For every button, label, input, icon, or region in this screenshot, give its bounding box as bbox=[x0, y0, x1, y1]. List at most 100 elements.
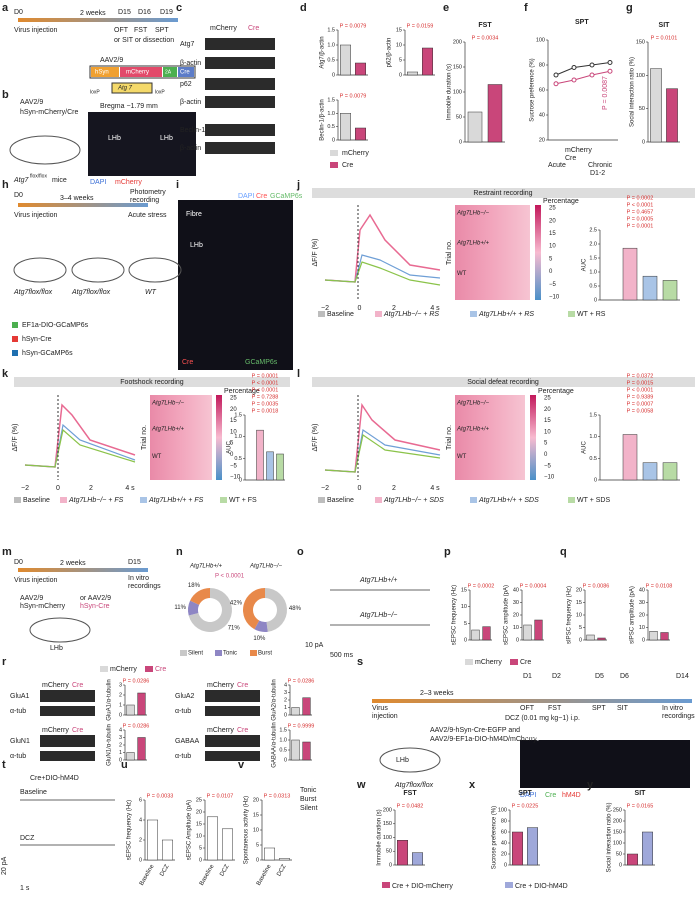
y-tick-label: 150 bbox=[613, 829, 622, 835]
label: D0 bbox=[14, 9, 23, 16]
bar bbox=[147, 819, 158, 861]
y-tick-label: 0 bbox=[504, 862, 507, 868]
y-axis-label: Atg7/β-actin bbox=[320, 36, 326, 68]
p-value: P = 0.0033 bbox=[147, 793, 174, 799]
label: −5 bbox=[549, 282, 557, 288]
label: Restraint recording bbox=[473, 190, 532, 197]
label: ΔF/F (%) bbox=[12, 423, 19, 451]
value-label: 18% bbox=[188, 583, 201, 589]
y-tick-label: 1.5 bbox=[327, 97, 335, 103]
label: D14 bbox=[676, 673, 689, 680]
label: D1-2 bbox=[590, 170, 605, 177]
y-tick-label: 10 bbox=[513, 625, 519, 631]
y-tick-label: 0 bbox=[642, 637, 645, 643]
label: OFT bbox=[114, 27, 129, 34]
y-tick-label: 80 bbox=[539, 62, 545, 68]
label: Bregma −1.67 mm bbox=[182, 193, 240, 200]
label: D0 bbox=[14, 559, 23, 566]
y-tick-label: 50 bbox=[639, 106, 645, 112]
label: 10 bbox=[549, 244, 556, 250]
y-tick-label: 1 bbox=[119, 702, 122, 708]
y-tick-label: 5 bbox=[579, 625, 582, 631]
label: Atg7LHb+/+ bbox=[189, 564, 223, 570]
label: Baseline bbox=[20, 789, 47, 796]
panel-letter: c bbox=[176, 2, 182, 14]
label: Cre bbox=[520, 659, 531, 666]
label: hSyn-Cre bbox=[22, 336, 52, 343]
y-tick-label: 0 bbox=[459, 139, 462, 145]
y-tick-label: 15 bbox=[253, 812, 259, 818]
label: mCherry bbox=[126, 70, 149, 76]
label: Atg7flox/flox bbox=[71, 289, 111, 296]
label: 2 bbox=[392, 305, 396, 312]
label: Bregma −1.55 mm bbox=[525, 734, 583, 741]
label: 0 bbox=[230, 452, 234, 458]
label: hSyn-mCherry bbox=[20, 603, 66, 610]
y-tick-label: 0 bbox=[389, 862, 392, 868]
panel-letter: o bbox=[297, 546, 304, 558]
label: Cre bbox=[72, 727, 83, 734]
label: 1 s bbox=[20, 885, 30, 892]
bar bbox=[137, 692, 146, 716]
label: Cre + DIO-hM4D bbox=[515, 883, 568, 890]
p-value: P = 0.4657 bbox=[627, 209, 654, 215]
panel-letter: p bbox=[444, 546, 451, 558]
y-tick-label: 5 bbox=[256, 842, 259, 848]
label: 20 bbox=[549, 218, 556, 224]
bar bbox=[302, 741, 311, 761]
label: Bregma −1.79 mm bbox=[100, 103, 158, 110]
label: mCherry bbox=[115, 179, 142, 186]
y-tick-label: 3 bbox=[284, 690, 287, 696]
bar bbox=[422, 47, 433, 76]
label: α-tub bbox=[10, 708, 26, 715]
decor bbox=[9, 18, 695, 888]
label: Silent bbox=[300, 805, 318, 812]
label: 0 bbox=[358, 305, 362, 312]
panel-letter: d bbox=[300, 2, 307, 14]
value-label: 11% bbox=[174, 605, 186, 611]
y-tick-label: 1.0 bbox=[327, 111, 335, 117]
bar bbox=[412, 852, 423, 866]
y-tick-label: 5 bbox=[399, 57, 402, 63]
label: ΔF/F (%) bbox=[312, 423, 319, 451]
y-tick-label: 1.5 bbox=[589, 412, 597, 418]
bar bbox=[266, 451, 274, 481]
bar bbox=[471, 629, 480, 641]
label: D0 bbox=[14, 192, 23, 199]
bar bbox=[207, 816, 218, 861]
legend-label: Tonic bbox=[223, 651, 237, 657]
label: AAV2/9 bbox=[20, 99, 43, 106]
p-value: P = 0.0286 bbox=[288, 678, 315, 684]
p-value: P = 0.0313 bbox=[264, 793, 291, 799]
label: Fibre bbox=[186, 211, 202, 218]
label: or AAV2/9 bbox=[80, 595, 111, 602]
label: 5 bbox=[544, 441, 548, 447]
y-axis-label: AUC bbox=[227, 441, 233, 454]
p-value: P = 0.0002 bbox=[627, 195, 654, 201]
label: 15 bbox=[549, 231, 556, 237]
bar bbox=[137, 737, 146, 761]
y-tick-label: 200 bbox=[613, 818, 622, 824]
label: LHb bbox=[50, 645, 63, 652]
bar bbox=[256, 429, 264, 481]
label: α-tub bbox=[175, 708, 191, 715]
bar bbox=[622, 247, 638, 301]
y-tick-label: 10 bbox=[253, 827, 259, 833]
label: OFT bbox=[520, 705, 535, 712]
pie-slice bbox=[265, 588, 288, 632]
x-tick-label: DCZ bbox=[159, 864, 171, 878]
label: Atg7LHb−/− + SDS bbox=[383, 497, 444, 504]
label: AAV2/9-EF1a-DIO-hM4D/mCherry bbox=[430, 736, 537, 743]
label: Atg7flox/flox bbox=[13, 289, 53, 296]
y-tick-label: 0 bbox=[239, 477, 242, 483]
y-tick-label: 30 bbox=[513, 600, 519, 606]
p-value: P < 0.0001 bbox=[252, 380, 279, 386]
label: hSyn-mCherry/Cre bbox=[20, 109, 78, 116]
label: 2 weeks bbox=[80, 10, 106, 17]
label: hM4D bbox=[562, 792, 581, 799]
y-tick-label: 40 bbox=[513, 587, 519, 593]
y-tick-label: 20 bbox=[539, 137, 545, 143]
label: DAPI bbox=[520, 792, 536, 799]
label: 0 bbox=[549, 269, 553, 275]
bar bbox=[662, 462, 678, 481]
